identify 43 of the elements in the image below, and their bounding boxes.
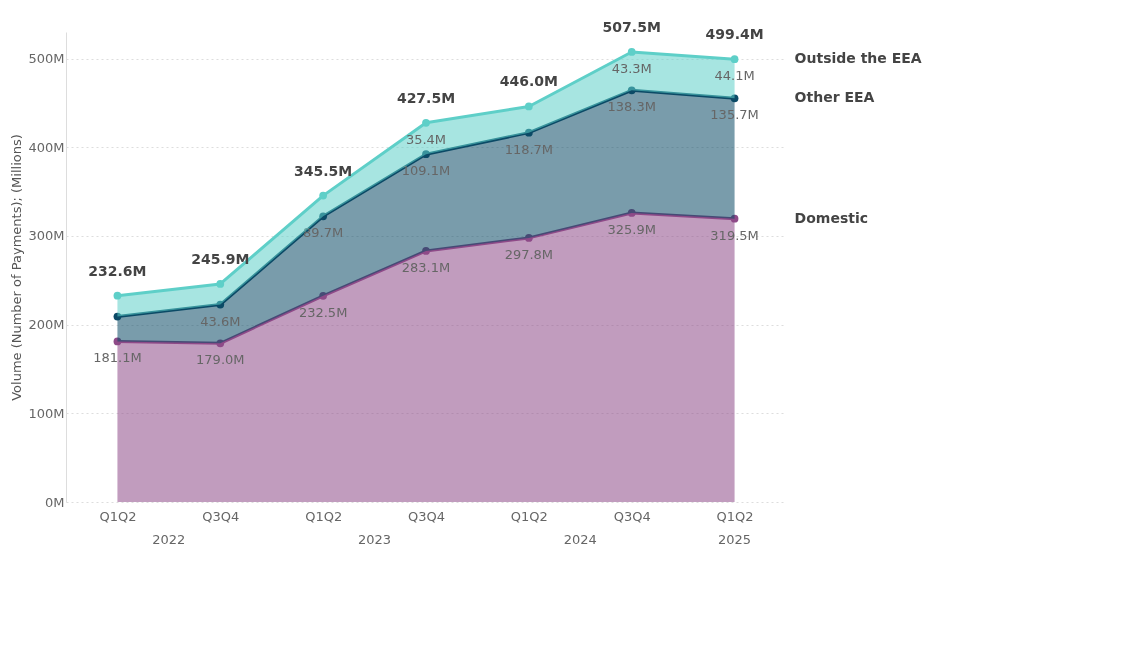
y-tick-label: 200M [28,317,65,333]
x-tick-label: Q3Q4 [202,508,240,524]
x-tick-label: Q1Q2 [510,508,548,524]
y-tick-label: 300M [28,228,65,244]
data-label: 283.1M [401,259,451,275]
total-label: 446.0M [499,73,558,90]
data-label: 43.3M [611,60,652,76]
data-label: 35.4M [405,131,447,147]
text: 2022 [152,532,186,547]
data-label: 118.7M [504,141,554,157]
x-tick-label: Q1Q2 [99,508,137,524]
total-label: 232.6M [88,262,147,279]
total-label: 345.5M [294,162,353,179]
total-label: 427.5M [396,89,456,106]
data-label: 109.1M [401,163,451,179]
x-tick-label: Q3Q4 [613,508,651,524]
x-tick-label: Q1Q2 [305,508,343,524]
data-label: 319.5M [710,227,759,243]
data-label: 43.6M [200,313,241,329]
total-label: 507.5M [602,18,661,35]
data-label: 179.0M [196,352,245,368]
text: Domestic [794,209,869,226]
data-label: 297.8M [504,246,554,262]
text: 2023 [358,532,392,547]
x-tick-label: Q1Q2 [716,508,754,524]
data-label: 325.9M [607,221,656,237]
data-label: 138.3M [607,99,656,115]
text: 2025 [718,532,752,547]
y-tick-label: 0M [45,494,65,510]
data-label: 89.7M [303,225,344,241]
data-label: 44.1M [714,68,755,84]
text: Other EEA [794,89,875,106]
y-tick-label: 400M [28,139,65,155]
total-label: 245.9M [191,250,250,267]
text: Outside the EEA [794,50,922,67]
y-axis-title: Volume (Number of Payments); (Millions) [9,134,25,401]
data-label: 181.1M [93,350,142,366]
text: 2024 [563,532,597,547]
x-tick-label: Q3Q4 [407,508,446,524]
total-label: 499.4M [705,26,764,43]
y-tick-label: 100M [28,405,65,421]
y-tick-label: 500M [28,51,65,67]
data-label: 232.5M [298,304,348,320]
